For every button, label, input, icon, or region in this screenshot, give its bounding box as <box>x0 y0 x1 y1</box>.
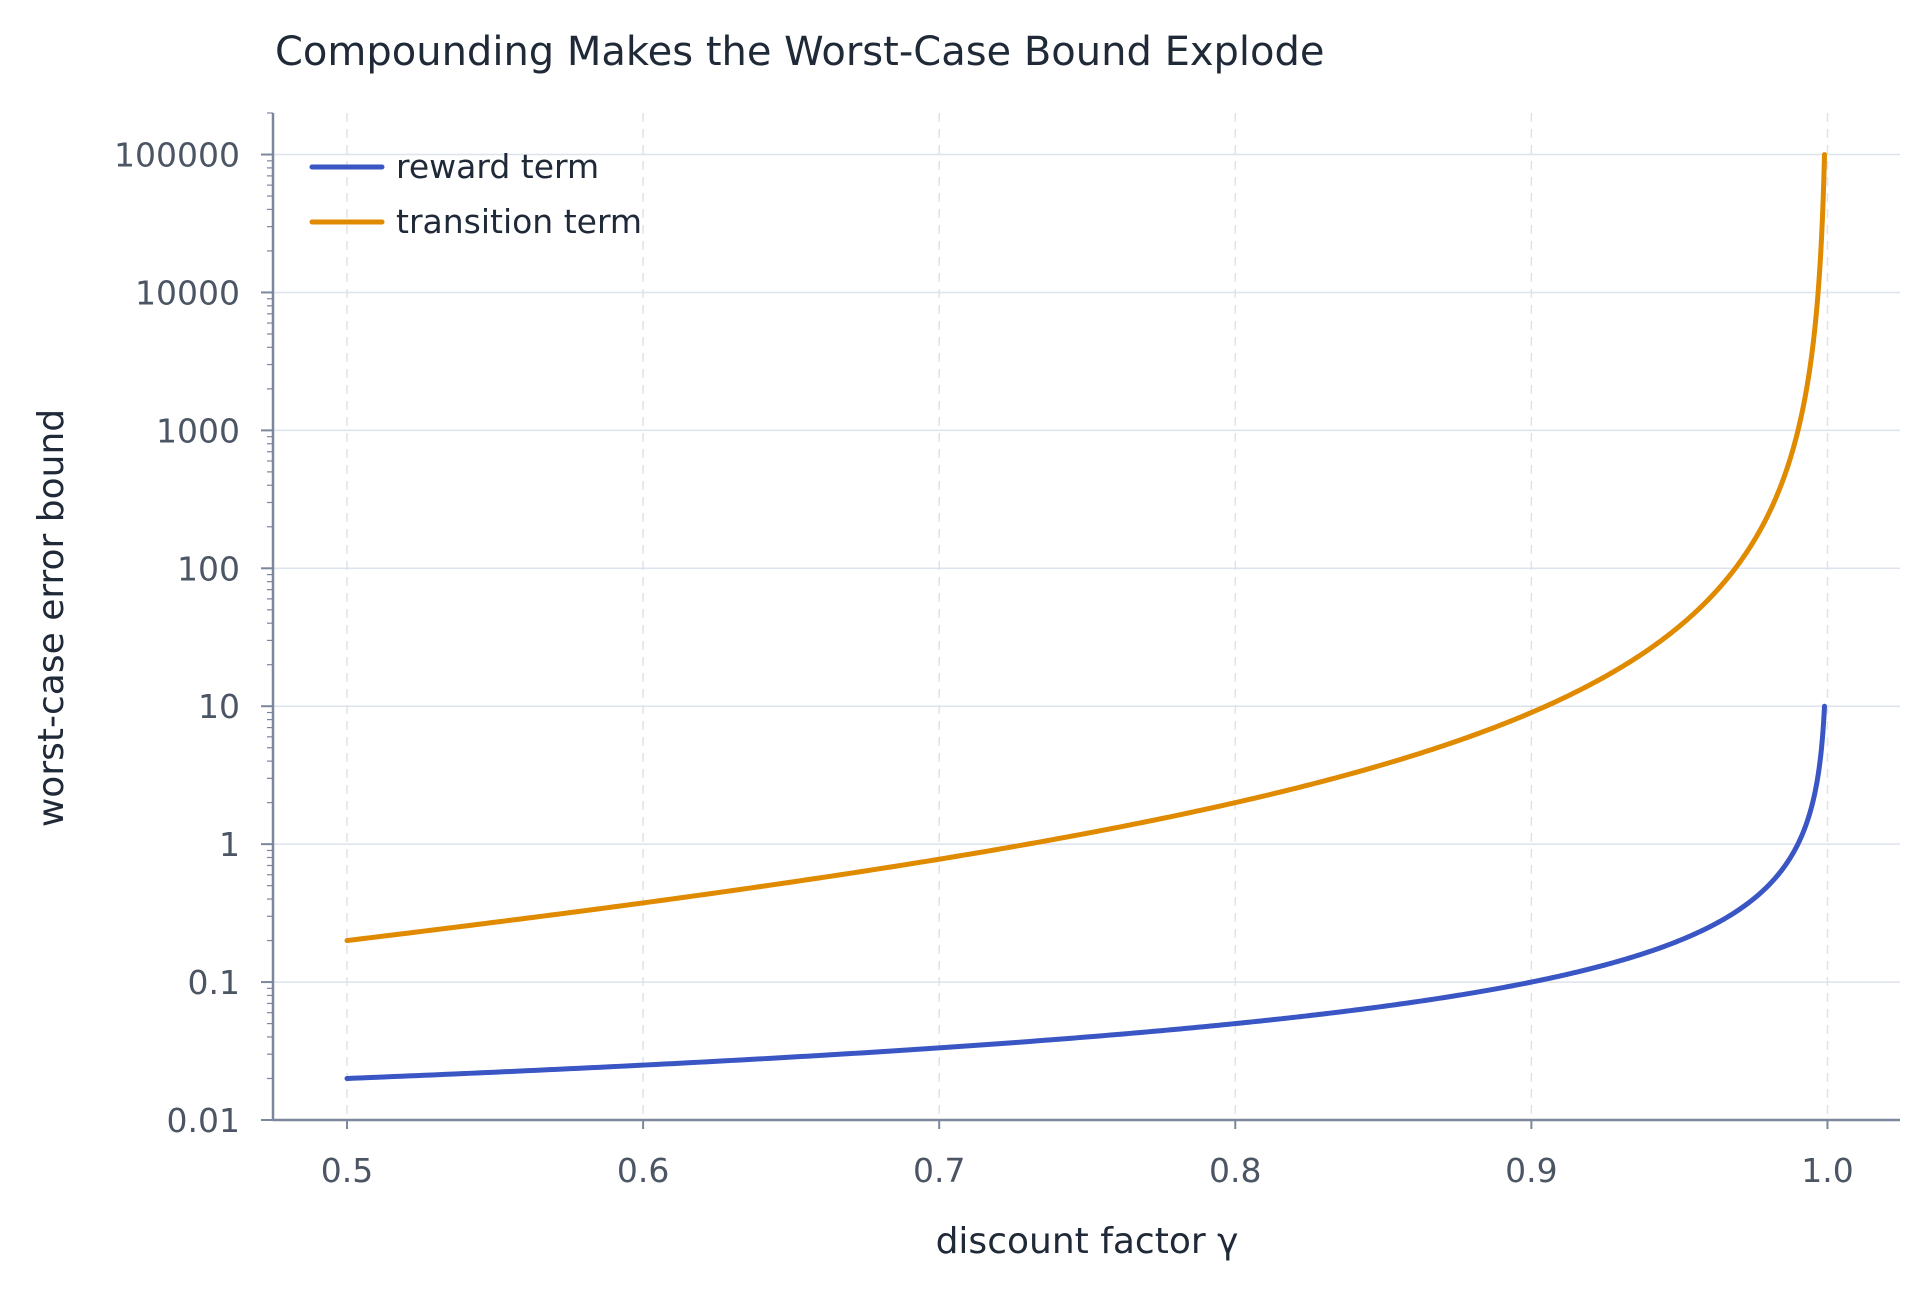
y-tick-label: 0.1 <box>188 963 240 1002</box>
x-tick-label: 0.8 <box>1209 1151 1261 1190</box>
y-tick-label: 10000 <box>135 273 240 312</box>
series-lines <box>344 152 1827 1081</box>
x-tick-label: 1.0 <box>1801 1151 1853 1190</box>
legend-label-reward-term: reward term <box>396 147 599 186</box>
x-tick-label: 0.5 <box>321 1151 373 1190</box>
y-tick-label: 10 <box>198 687 240 726</box>
x-tick-label: 0.6 <box>617 1151 669 1190</box>
x-axis-label: discount factor γ <box>936 1221 1239 1262</box>
series-line-reward-term <box>344 703 1827 1081</box>
y-tick-label: 0.01 <box>167 1101 240 1140</box>
y-axis-label: worst-case error bound <box>31 409 72 827</box>
chart-title: Compounding Makes the Worst-Case Bound E… <box>275 29 1325 75</box>
y-tick-label: 1 <box>219 825 240 864</box>
series-line-transition-term <box>344 152 1827 944</box>
x-tick-label: 0.9 <box>1505 1151 1557 1190</box>
y-tick-label: 100 <box>177 549 240 588</box>
y-tick-label: 1000 <box>156 411 240 450</box>
grid <box>273 113 1900 1121</box>
ticks: 0.5 0.6 0.7 0.8 0.9 1.0 0.01 0.1 1 10 100 1000 10000… <box>114 112 1854 1190</box>
legend: reward term transition term <box>309 147 642 241</box>
y-tick-label: 100000 <box>114 136 240 175</box>
legend-label-transition-term: transition term <box>396 202 642 241</box>
axes <box>271 113 1900 1122</box>
x-tick-label: 0.7 <box>913 1151 965 1190</box>
